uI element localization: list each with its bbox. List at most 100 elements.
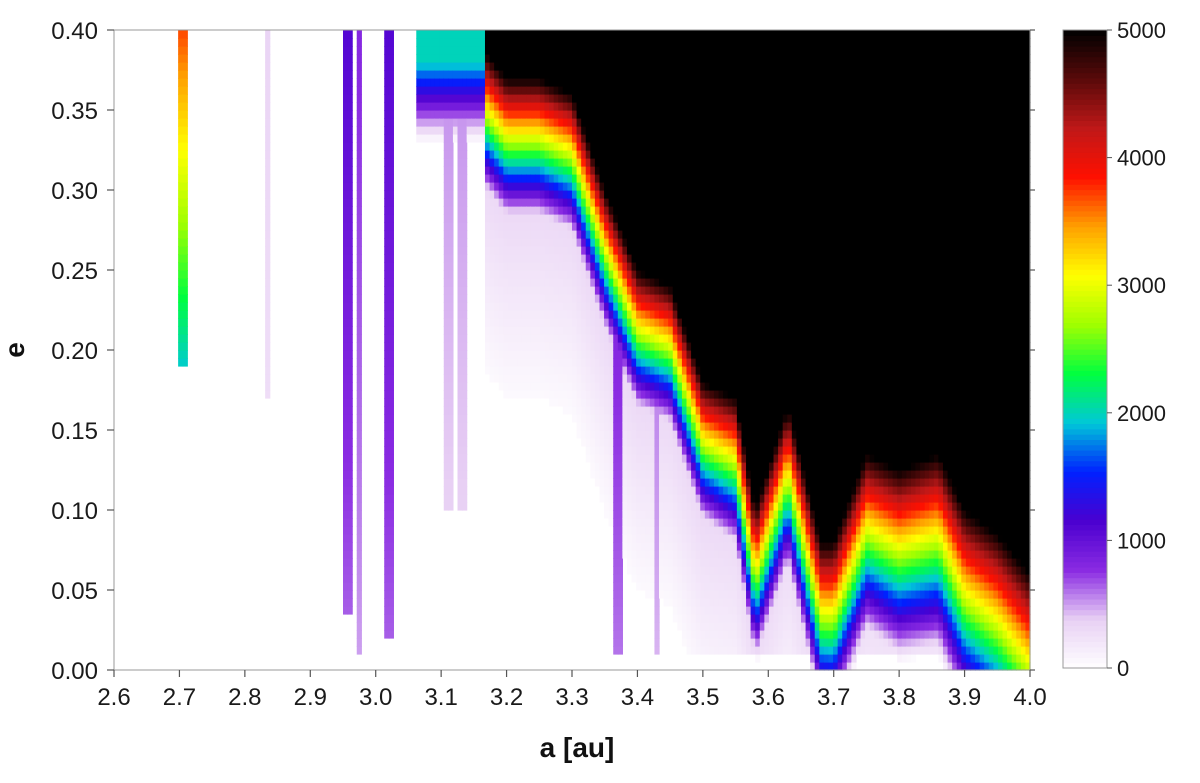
heatmap-cell xyxy=(704,638,710,647)
heatmap-cell xyxy=(384,366,390,375)
heatmap-cell xyxy=(462,46,468,55)
heatmap-cell xyxy=(585,142,591,151)
heatmap-cell xyxy=(384,102,390,111)
heatmap-cell xyxy=(768,238,775,247)
heatmap-cell xyxy=(723,174,729,183)
heatmap-cell xyxy=(388,142,394,151)
heatmap-cell xyxy=(347,502,353,511)
heatmap-cell xyxy=(507,310,514,319)
heatmap-cell xyxy=(764,86,770,95)
heatmap-cell xyxy=(347,254,353,263)
heatmap-cell xyxy=(608,30,614,39)
heatmap-cell xyxy=(663,86,669,95)
heatmap-cell xyxy=(750,462,756,471)
heatmap-cell xyxy=(448,70,454,79)
heatmap-cell xyxy=(718,486,724,495)
heatmap-cell xyxy=(590,78,596,87)
heatmap-cell xyxy=(727,470,733,479)
heatmap-cell xyxy=(443,406,449,415)
heatmap-cell xyxy=(677,70,683,79)
heatmap-cell xyxy=(764,150,770,159)
heatmap-cell xyxy=(732,342,738,351)
heatmap-cell xyxy=(443,246,449,255)
heatmap-cell xyxy=(590,86,596,95)
heatmap-cell xyxy=(672,582,678,591)
heatmap-cell xyxy=(773,302,779,311)
heatmap-cell xyxy=(343,238,349,247)
heatmap-cell xyxy=(462,478,468,487)
heatmap-cell xyxy=(631,518,637,527)
heatmap-cell xyxy=(718,622,724,631)
heatmap-cell xyxy=(448,206,454,215)
heatmap-cell xyxy=(498,70,504,79)
heatmap-cell xyxy=(704,534,710,543)
heatmap-cell xyxy=(649,414,656,423)
heatmap-cell xyxy=(503,390,509,399)
heatmap-cell xyxy=(617,254,623,263)
heatmap-cell xyxy=(526,62,532,71)
heatmap-cell xyxy=(750,318,756,327)
heatmap-cell xyxy=(741,582,747,591)
heatmap-cell xyxy=(723,118,729,127)
heatmap-cell xyxy=(443,214,449,223)
heatmap-cell xyxy=(659,446,665,455)
heatmap-cell xyxy=(452,70,459,79)
heatmap-cell xyxy=(613,230,619,239)
heatmap-cell xyxy=(265,278,271,287)
heatmap-cell xyxy=(636,86,642,95)
heatmap-cell xyxy=(686,198,692,207)
heatmap-cell xyxy=(604,182,610,191)
heatmap-cell xyxy=(347,190,353,199)
heatmap-cell xyxy=(585,94,591,103)
heatmap-cell xyxy=(517,70,523,79)
heatmap-cell xyxy=(626,158,633,167)
heatmap-cell xyxy=(663,126,669,135)
heatmap-cell xyxy=(700,350,706,359)
heatmap-cell xyxy=(484,158,491,167)
heatmap-cell xyxy=(755,118,761,127)
heatmap-cell xyxy=(636,550,642,559)
heatmap-cell xyxy=(686,622,692,631)
heatmap-cell xyxy=(677,422,683,431)
heatmap-cell xyxy=(572,366,578,375)
heatmap-cell xyxy=(604,70,610,79)
heatmap-cell xyxy=(544,334,550,343)
heatmap-cell xyxy=(562,206,569,215)
heatmap-cell xyxy=(356,326,362,335)
heatmap-cell xyxy=(631,134,637,143)
heatmap-cell xyxy=(654,254,660,263)
heatmap-cell xyxy=(356,638,362,647)
heatmap-cell xyxy=(727,486,733,495)
heatmap-cell xyxy=(448,342,454,351)
heatmap-cell xyxy=(384,118,390,127)
heatmap-cell xyxy=(713,70,720,79)
heatmap-cell xyxy=(572,334,578,343)
heatmap-cell xyxy=(617,350,623,359)
heatmap-cell xyxy=(686,166,692,175)
heatmap-cell xyxy=(672,118,678,127)
heatmap-cell xyxy=(663,478,669,487)
heatmap-cell xyxy=(521,390,527,399)
heatmap-cell xyxy=(636,54,642,63)
heatmap-cell xyxy=(576,54,582,63)
heatmap-cell xyxy=(590,222,596,231)
heatmap-cell xyxy=(457,358,463,367)
heatmap-cell xyxy=(617,366,623,375)
heatmap-cell xyxy=(768,630,775,639)
heatmap-cell xyxy=(599,486,605,495)
heatmap-cell xyxy=(700,326,706,335)
heatmap-cell xyxy=(507,134,514,143)
heatmap-cell xyxy=(631,566,637,575)
heatmap-cell xyxy=(489,334,495,343)
heatmap-cell xyxy=(182,262,188,271)
heatmap-cell xyxy=(484,294,491,303)
heatmap-cell xyxy=(681,254,688,263)
heatmap-cell xyxy=(530,286,536,295)
heatmap-cell xyxy=(388,358,394,367)
heatmap-cell xyxy=(723,158,729,167)
heatmap-cell xyxy=(750,494,756,503)
heatmap-cell xyxy=(448,78,454,87)
heatmap-cell xyxy=(668,150,674,159)
heatmap-cell xyxy=(182,62,188,71)
heatmap-cell xyxy=(567,150,573,159)
